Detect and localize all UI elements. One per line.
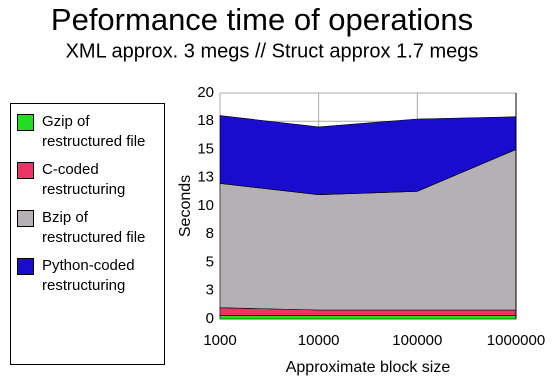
chart-subtitle: XML approx. 3 megs // Struct approx 1.7 … [66, 40, 479, 62]
legend-swatch [17, 162, 34, 179]
legend-entry: Gzip of restructured file [17, 112, 160, 152]
y-tick-label: 5 [206, 253, 214, 270]
axes: 0 3 5 8 10 13 15 18 20 1000 10000 100000 1000000 [197, 84, 545, 349]
x-tick-label: 100000 [392, 332, 442, 349]
legend-entry: C-coded restructuring [17, 160, 160, 200]
y-axis-label: Seconds [177, 175, 194, 237]
y-tick-label: 10 [197, 197, 214, 214]
legend-swatch [17, 114, 34, 131]
legend-label: Python-coded restructuring [42, 257, 135, 294]
area [219, 315, 517, 320]
y-tick-label: 8 [206, 225, 214, 242]
x-tick-label: 1000000 [487, 332, 545, 349]
legend-label: Bzip of restructured file [42, 209, 146, 246]
legend-swatch [17, 258, 34, 275]
legend-entry: Python-coded restructuring [17, 256, 160, 296]
y-tick-label: 3 [206, 282, 214, 299]
areas [219, 115, 517, 320]
x-tick-label: 1000 [203, 332, 236, 349]
legend: Gzip of restructured file C-coded restruc… [10, 103, 165, 365]
legend-label: C-coded restructuring [42, 161, 126, 198]
y-tick-label: 15 [197, 140, 214, 157]
legend-entry: Bzip of restructured file [17, 208, 160, 248]
y-tick-label: 18 [197, 112, 214, 129]
y-tick-label: 0 [206, 310, 214, 327]
legend-swatch [17, 210, 34, 227]
y-tick-label: 13 [197, 169, 214, 186]
x-tick-label: 10000 [298, 332, 340, 349]
y-tick-label: 20 [197, 84, 214, 101]
x-axis-label: Approximate block size [286, 359, 451, 376]
chart-title: Peformance time of operations [51, 2, 473, 37]
legend-label: Gzip of restructured file [42, 113, 146, 150]
